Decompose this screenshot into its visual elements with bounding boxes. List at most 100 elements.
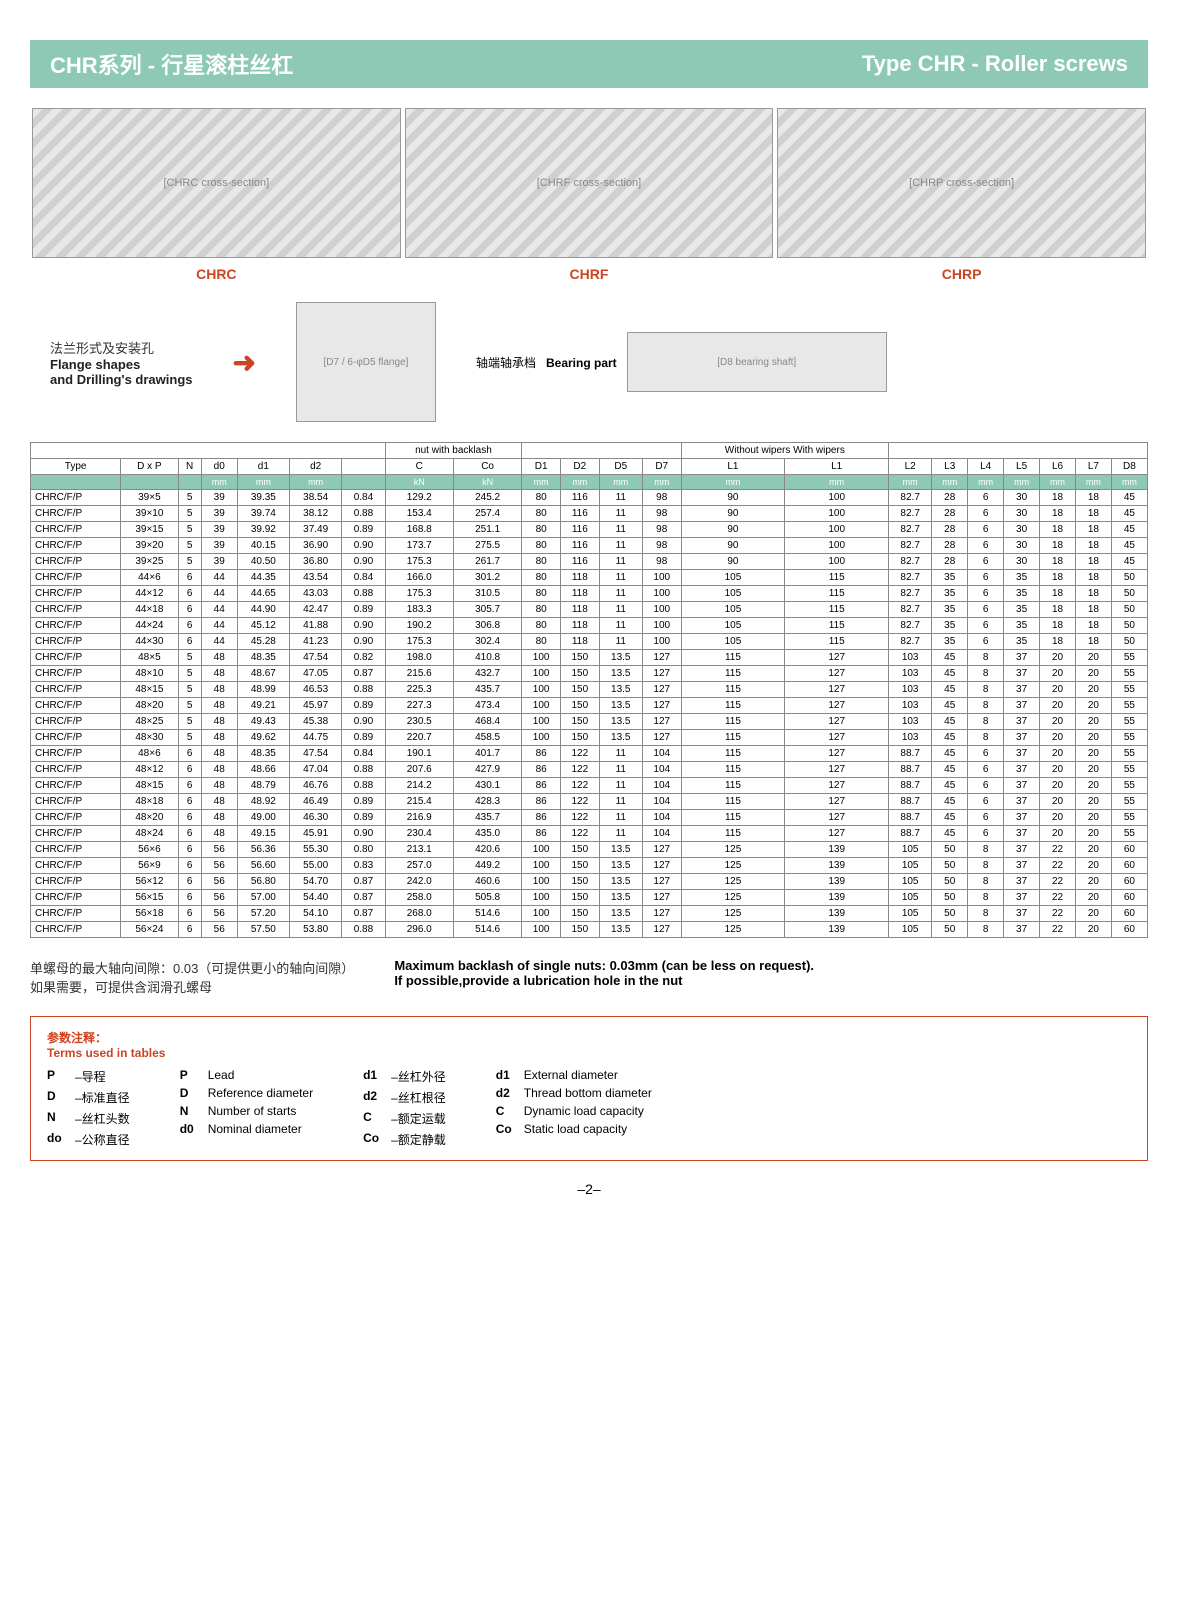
- table-cell: 55: [1111, 682, 1147, 698]
- table-cell: 54.40: [290, 890, 342, 906]
- table-cell: 8: [968, 842, 1004, 858]
- table-cell: 122: [560, 778, 599, 794]
- table-cell: 37: [1004, 650, 1040, 666]
- table-cell: 100: [522, 874, 561, 890]
- table-cell: 100: [642, 602, 681, 618]
- table-cell: 103: [889, 666, 932, 682]
- term-symbol: d2: [496, 1086, 516, 1100]
- table-cell: 80: [522, 538, 561, 554]
- table-cell: 38.54: [290, 490, 342, 506]
- table-cell: 20: [1075, 778, 1111, 794]
- table-cell: CHRC/F/P: [31, 810, 121, 826]
- table-cell: 53.80: [290, 922, 342, 938]
- table-cell: 30: [1004, 538, 1040, 554]
- term-text: –丝杠外径: [391, 1068, 446, 1085]
- terms-col: PLeadDReference diameterNNumber of start…: [180, 1068, 313, 1148]
- table-row: CHRC/F/P48×2554849.4345.380.90230.5468.4…: [31, 714, 1148, 730]
- term-row: P–导程: [47, 1068, 130, 1085]
- table-cell: CHRC/F/P: [31, 538, 121, 554]
- table-cell: 50: [932, 842, 968, 858]
- table-cell: 100: [522, 858, 561, 874]
- table-cell: 0.88: [342, 762, 385, 778]
- col-header: L2: [889, 459, 932, 475]
- table-cell: 37: [1004, 826, 1040, 842]
- table-cell: 105: [681, 602, 785, 618]
- table-cell: 47.54: [290, 746, 342, 762]
- table-cell: CHRC/F/P: [31, 490, 121, 506]
- term-symbol: d2: [363, 1089, 383, 1106]
- table-cell: 8: [968, 874, 1004, 890]
- table-cell: 86: [522, 746, 561, 762]
- table-cell: 127: [785, 794, 889, 810]
- table-cell: 98: [642, 490, 681, 506]
- table-cell: CHRC/F/P: [31, 586, 121, 602]
- table-cell: 22: [1040, 874, 1076, 890]
- table-cell: 127: [642, 714, 681, 730]
- table-cell: 435.7: [453, 810, 521, 826]
- table-cell: 104: [642, 746, 681, 762]
- table-cell: 100: [522, 714, 561, 730]
- table-cell: 43.03: [290, 586, 342, 602]
- unit-cell: mm: [290, 475, 342, 490]
- table-cell: 428.3: [453, 794, 521, 810]
- table-cell: 86: [522, 762, 561, 778]
- table-cell: 44×18: [121, 602, 178, 618]
- col-header: L6: [1040, 459, 1076, 475]
- table-cell: 103: [889, 698, 932, 714]
- term-row: d2–丝杠根径: [363, 1089, 446, 1106]
- table-cell: 39: [201, 490, 237, 506]
- table-cell: CHRC/F/P: [31, 826, 121, 842]
- table-cell: 129.2: [385, 490, 453, 506]
- bearing-label: 轴端轴承档 Bearing part: [476, 354, 617, 371]
- table-cell: 6: [968, 602, 1004, 618]
- table-cell: 190.2: [385, 618, 453, 634]
- table-cell: 39: [201, 522, 237, 538]
- table-cell: 100: [522, 842, 561, 858]
- table-cell: 104: [642, 778, 681, 794]
- title-right: Type CHR - Roller screws: [862, 51, 1128, 77]
- table-cell: CHRC/F/P: [31, 730, 121, 746]
- table-row: CHRC/F/P44×3064445.2841.230.90175.3302.4…: [31, 634, 1148, 650]
- table-cell: 44×6: [121, 570, 178, 586]
- table-cell: 45.97: [290, 698, 342, 714]
- table-cell: 98: [642, 538, 681, 554]
- unit-cell: kN: [453, 475, 521, 490]
- table-cell: 56: [201, 858, 237, 874]
- col-header: d2: [290, 459, 342, 475]
- table-cell: 6: [968, 762, 1004, 778]
- table-cell: 5: [178, 506, 201, 522]
- table-cell: 127: [785, 810, 889, 826]
- table-cell: 296.0: [385, 922, 453, 938]
- table-cell: 505.8: [453, 890, 521, 906]
- term-text: –额定运载: [391, 1110, 446, 1127]
- table-cell: 150: [560, 922, 599, 938]
- table-cell: 39×25: [121, 554, 178, 570]
- table-cell: 18: [1040, 506, 1076, 522]
- table-cell: 45: [932, 778, 968, 794]
- table-cell: 6: [178, 826, 201, 842]
- table-cell: 13.5: [599, 842, 642, 858]
- table-cell: 118: [560, 618, 599, 634]
- table-cell: 150: [560, 650, 599, 666]
- table-cell: 8: [968, 858, 1004, 874]
- table-cell: CHRC/F/P: [31, 794, 121, 810]
- table-cell: 80: [522, 570, 561, 586]
- table-cell: 39: [201, 506, 237, 522]
- table-cell: 30: [1004, 522, 1040, 538]
- table-cell: 56×9: [121, 858, 178, 874]
- table-cell: 0.84: [342, 490, 385, 506]
- table-cell: 100: [785, 554, 889, 570]
- table-cell: 18: [1040, 490, 1076, 506]
- table-cell: 48: [201, 666, 237, 682]
- table-cell: 103: [889, 650, 932, 666]
- table-cell: 168.8: [385, 522, 453, 538]
- term-symbol: D: [180, 1086, 200, 1100]
- table-cell: 0.88: [342, 682, 385, 698]
- terms-col: d1External diameterd2Thread bottom diame…: [496, 1068, 652, 1148]
- table-row: CHRC/F/P48×1564848.7946.760.88214.2430.1…: [31, 778, 1148, 794]
- table-cell: 127: [642, 874, 681, 890]
- table-cell: 44: [201, 586, 237, 602]
- table-cell: 103: [889, 730, 932, 746]
- terms-box: 参数注释： Terms used in tables P–导程D–标准直径N–丝…: [30, 1016, 1148, 1161]
- table-cell: 39: [201, 554, 237, 570]
